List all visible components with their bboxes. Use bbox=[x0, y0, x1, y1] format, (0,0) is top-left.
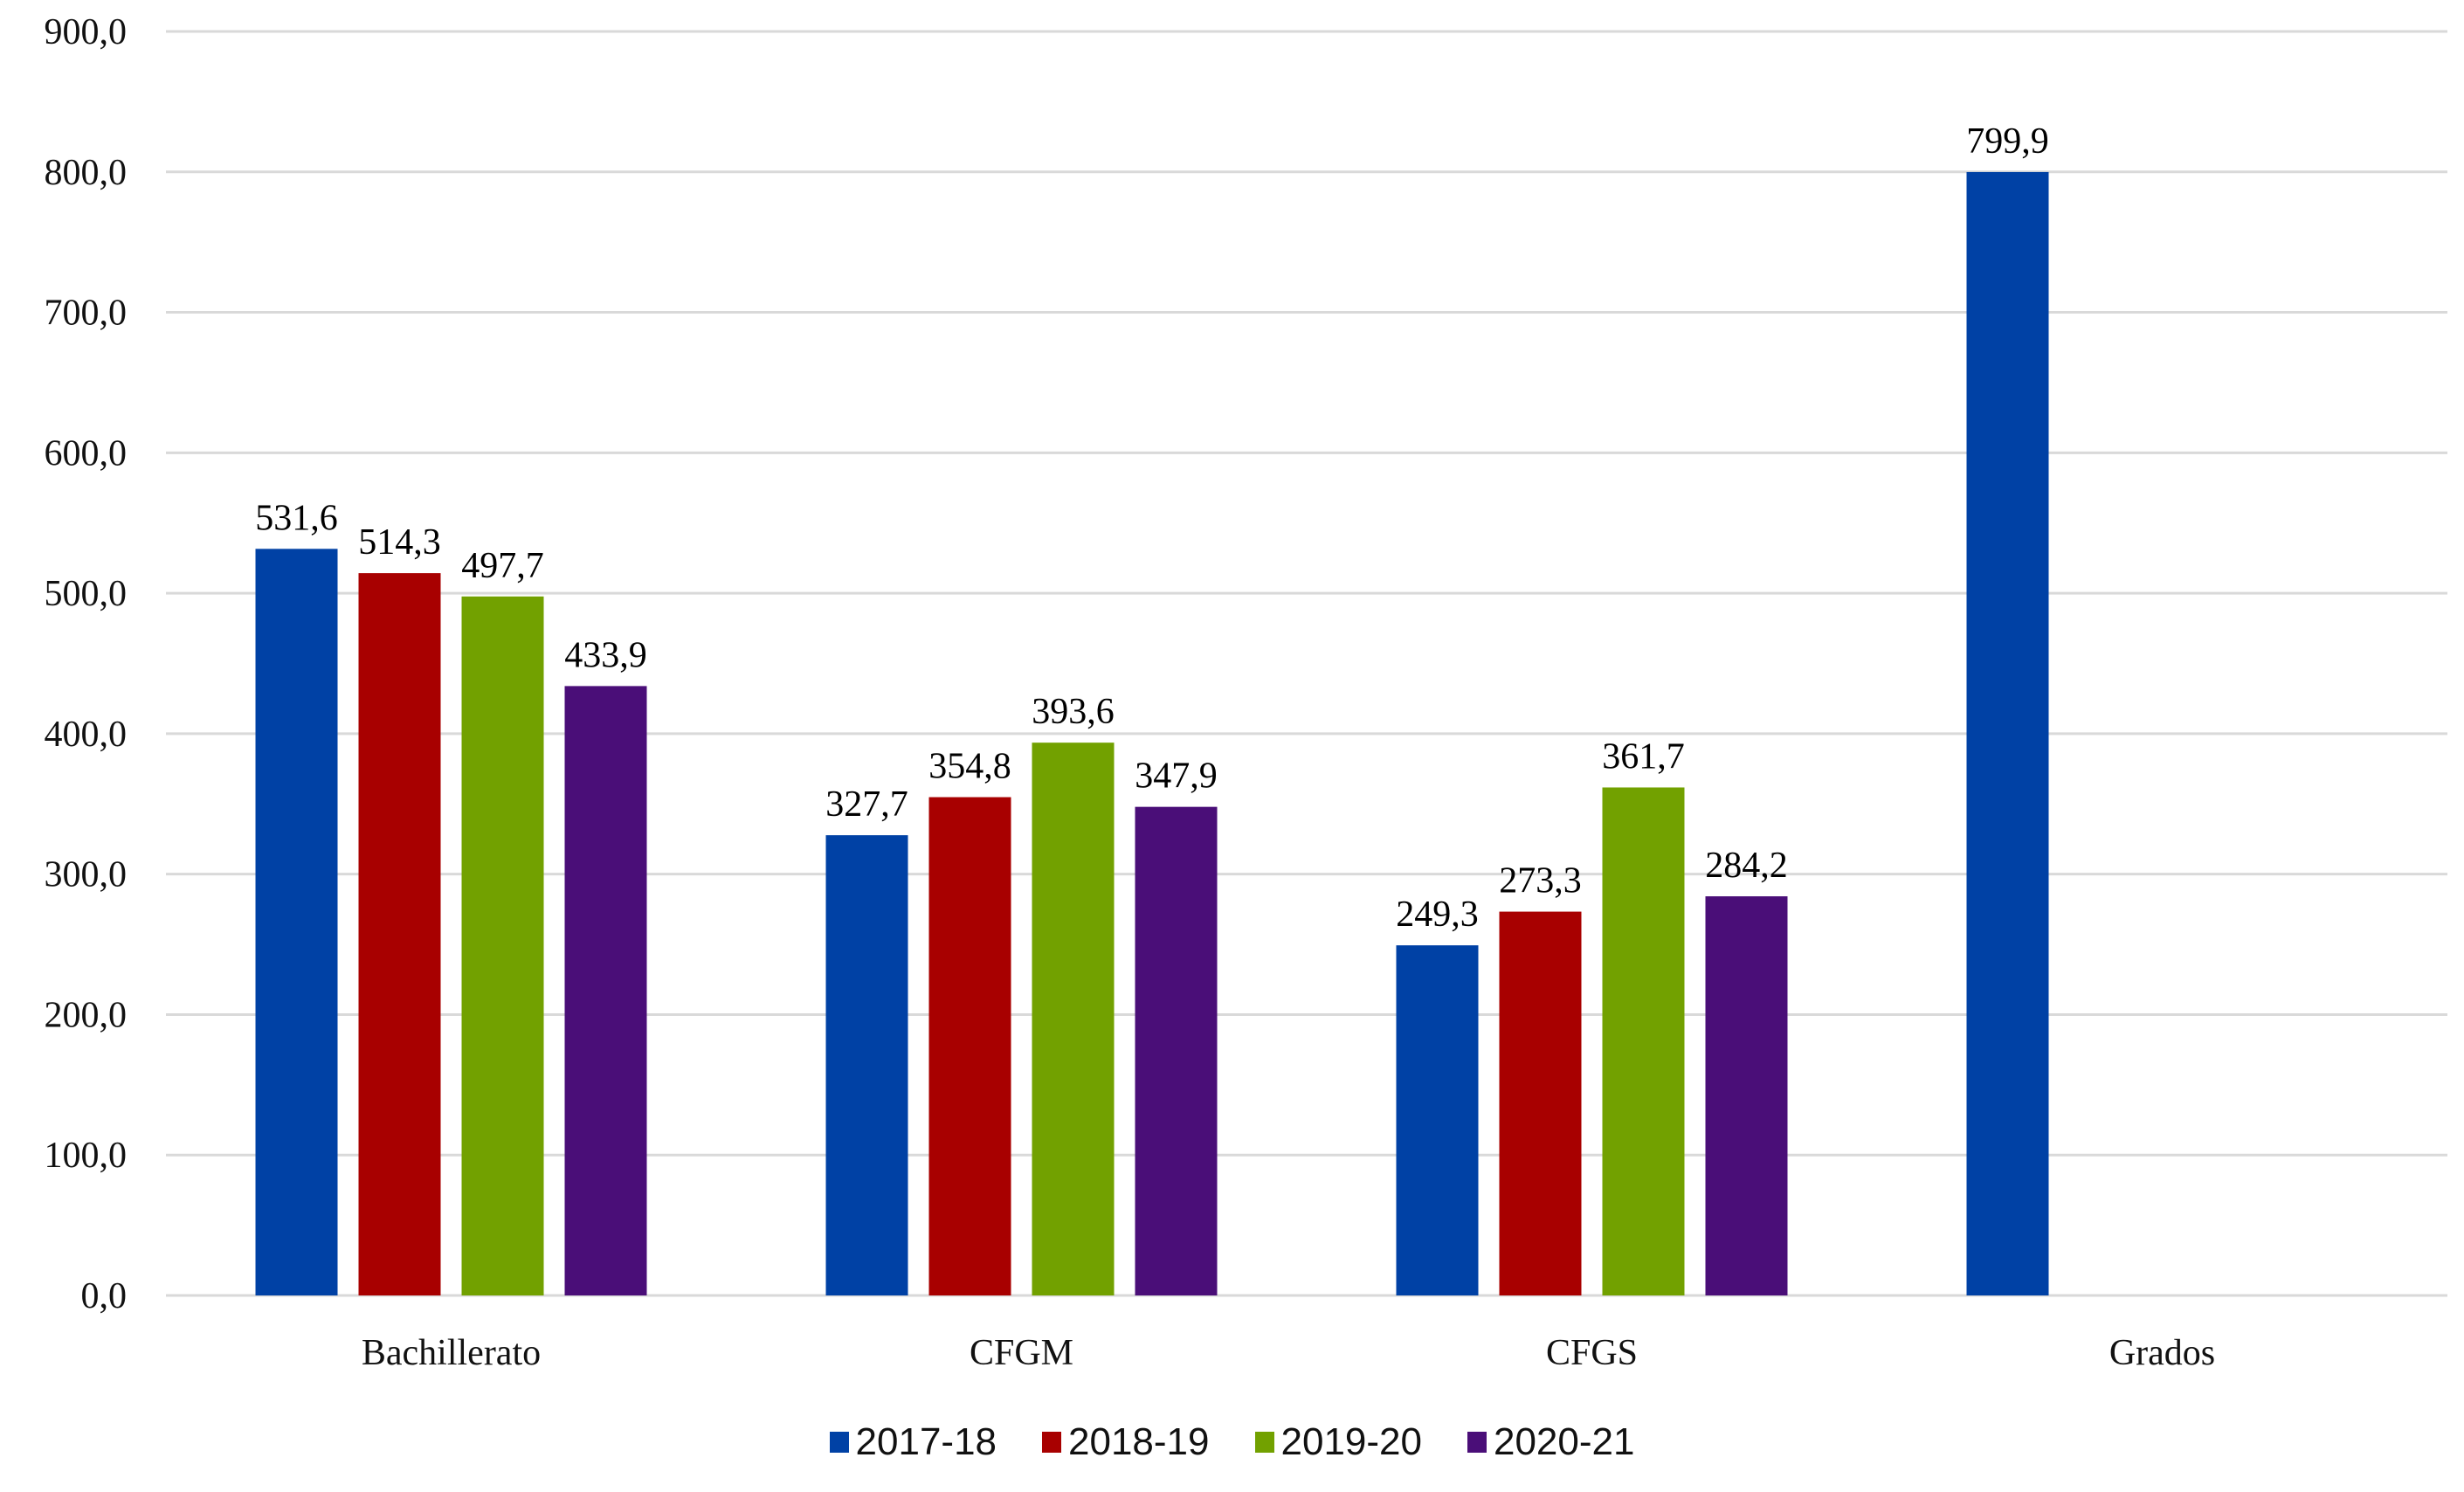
legend-label: 2020-21 bbox=[1493, 1420, 1635, 1463]
data-label: 347,9 bbox=[1135, 756, 1218, 797]
legend-item-2019-20: 2019-20 bbox=[1254, 1420, 1422, 1464]
data-label: 514,3 bbox=[358, 522, 441, 563]
data-label: 249,3 bbox=[1396, 895, 1479, 935]
bar-2020-21 bbox=[564, 686, 647, 1295]
y-tick-label: 100,0 bbox=[45, 1136, 128, 1176]
legend-item-2018-19: 2018-19 bbox=[1042, 1420, 1210, 1464]
legend: 2017-18 2018-19 2019-20 2020-21 bbox=[0, 1420, 2464, 1464]
bar-2017-18 bbox=[1396, 945, 1479, 1295]
bar-2020-21 bbox=[1135, 806, 1218, 1295]
y-tick-label: 400,0 bbox=[45, 715, 128, 755]
legend-swatch bbox=[829, 1432, 849, 1453]
legend-label: 2019-20 bbox=[1280, 1420, 1422, 1463]
legend-swatch bbox=[1467, 1432, 1487, 1453]
bar-2020-21 bbox=[1705, 896, 1788, 1295]
bar-2019-20 bbox=[461, 596, 544, 1295]
data-label: 531,6 bbox=[255, 498, 338, 538]
y-tick-label: 300,0 bbox=[45, 855, 128, 895]
y-tick-label: 900,0 bbox=[45, 12, 128, 52]
y-tick-label: 800,0 bbox=[45, 153, 128, 193]
data-label: 393,6 bbox=[1032, 692, 1115, 732]
y-tick-label: 600,0 bbox=[45, 433, 128, 473]
x-tick-label: CFGM bbox=[970, 1333, 1073, 1373]
y-tick-label: 200,0 bbox=[45, 995, 128, 1035]
x-tick-label: CFGS bbox=[1546, 1333, 1638, 1373]
y-tick-label: 700,0 bbox=[45, 294, 128, 334]
legend-label: 2017-18 bbox=[855, 1420, 997, 1463]
legend-swatch bbox=[1042, 1432, 1062, 1453]
bar-2018-19 bbox=[928, 797, 1011, 1295]
data-label: 799,9 bbox=[1966, 121, 2049, 162]
data-label: 327,7 bbox=[825, 784, 908, 825]
legend-item-2020-21: 2020-21 bbox=[1467, 1420, 1634, 1464]
x-tick-label: Grados bbox=[2109, 1333, 2215, 1373]
bar-2017-18 bbox=[825, 835, 908, 1295]
legend-swatch bbox=[1254, 1432, 1274, 1453]
data-label: 354,8 bbox=[928, 747, 1011, 787]
legend-label: 2018-19 bbox=[1068, 1420, 1210, 1463]
data-label: 361,7 bbox=[1602, 736, 1685, 777]
bar-2017-18 bbox=[1966, 171, 2049, 1295]
bar-2018-19 bbox=[358, 573, 441, 1295]
data-label: 497,7 bbox=[461, 546, 544, 586]
bar-2019-20 bbox=[1602, 787, 1685, 1295]
data-label: 273,3 bbox=[1499, 861, 1582, 901]
y-tick-label: 500,0 bbox=[45, 574, 128, 614]
bar-2019-20 bbox=[1032, 743, 1115, 1295]
x-tick-label: Bachillerato bbox=[362, 1333, 541, 1373]
legend-item-2017-18: 2017-18 bbox=[829, 1420, 997, 1464]
bar-2018-19 bbox=[1499, 911, 1582, 1295]
y-tick-label: 0,0 bbox=[81, 1276, 128, 1316]
bar-chart: 0,0 100,0 200,0 300,0 400,0 500,0 600,0 700,0 80… bbox=[45, 12, 2447, 1373]
data-label: 284,2 bbox=[1705, 846, 1788, 886]
data-label: 433,9 bbox=[564, 635, 647, 675]
bar-2017-18 bbox=[255, 549, 338, 1295]
